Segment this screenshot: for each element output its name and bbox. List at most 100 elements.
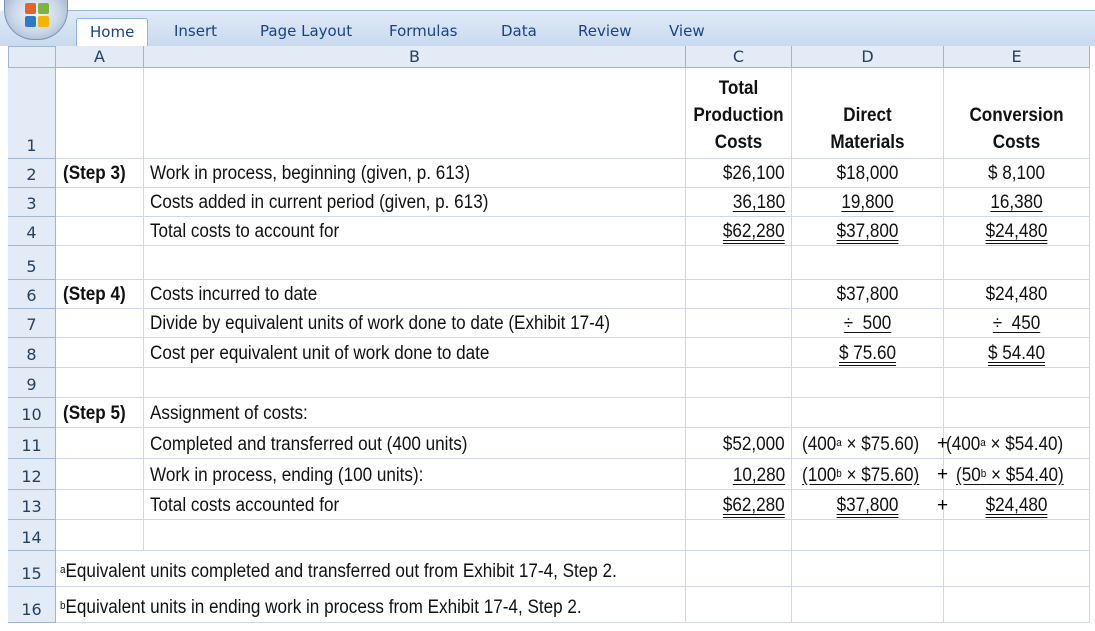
cell-b7[interactable]: Divide by equivalent units of work done … bbox=[144, 309, 686, 338]
tab-insert[interactable]: Insert bbox=[174, 22, 218, 40]
cell-c13[interactable]: $62,280 bbox=[686, 490, 792, 520]
cell-e7[interactable]: ÷ 450 bbox=[944, 309, 1090, 338]
cell-b14[interactable] bbox=[144, 520, 686, 551]
cell-e4[interactable]: $24,480 bbox=[944, 217, 1090, 246]
cell-a6[interactable]: (Step 4) bbox=[56, 280, 144, 309]
cell-b4[interactable]: Total costs to account for bbox=[144, 217, 686, 246]
cell-d5[interactable] bbox=[792, 246, 944, 280]
cell-e11[interactable]: (400a × $54.40) bbox=[944, 428, 1090, 459]
cell-e16[interactable] bbox=[944, 587, 1090, 623]
cell-e14[interactable] bbox=[944, 520, 1090, 551]
cell-a10[interactable]: (Step 5) bbox=[56, 398, 144, 428]
cell-b3[interactable]: Costs added in current period (given, p.… bbox=[144, 188, 686, 217]
row-header-12[interactable]: 12 bbox=[8, 459, 56, 490]
row-header-15[interactable]: 15 bbox=[8, 551, 56, 587]
cell-d12[interactable]: (100b × $75.60) bbox=[792, 459, 944, 490]
cell-a9[interactable] bbox=[56, 368, 144, 398]
cell-d8[interactable]: $ 75.60 bbox=[792, 338, 944, 368]
cell-c7[interactable] bbox=[686, 309, 792, 338]
cell-b8[interactable]: Cost per equivalent unit of work done to… bbox=[144, 338, 686, 368]
cell-e2[interactable]: $ 8,100 bbox=[944, 159, 1090, 188]
column-header-c[interactable]: C bbox=[686, 46, 792, 68]
cell-a4[interactable] bbox=[56, 217, 144, 246]
cell-c10[interactable] bbox=[686, 398, 792, 428]
tab-review[interactable]: Review bbox=[578, 22, 632, 40]
cell-c2[interactable]: $26,100 bbox=[686, 159, 792, 188]
cell-c6[interactable] bbox=[686, 280, 792, 309]
row-header-7[interactable]: 7 bbox=[8, 309, 56, 338]
cell-c16[interactable] bbox=[686, 587, 792, 623]
cell-b12[interactable]: Work in process, ending (100 units): bbox=[144, 459, 686, 490]
cell-b10[interactable]: Assignment of costs: bbox=[144, 398, 686, 428]
cell-e13[interactable]: $24,480 bbox=[944, 490, 1090, 520]
cell-d15[interactable] bbox=[792, 551, 944, 587]
row-header-1[interactable]: 1 bbox=[8, 68, 56, 159]
cell-d16[interactable] bbox=[792, 587, 944, 623]
cell-b5[interactable] bbox=[144, 246, 686, 280]
cell-c5[interactable] bbox=[686, 246, 792, 280]
cell-b9[interactable] bbox=[144, 368, 686, 398]
tab-page-layout[interactable]: Page Layout bbox=[260, 22, 353, 40]
cell-e10[interactable] bbox=[944, 398, 1090, 428]
row-header-16[interactable]: 16 bbox=[8, 587, 56, 623]
cell-e5[interactable] bbox=[944, 246, 1090, 280]
tab-view[interactable]: View bbox=[669, 22, 705, 40]
cell-c14[interactable] bbox=[686, 520, 792, 551]
cell-e12[interactable]: (50b × $54.40) bbox=[944, 459, 1090, 490]
cell-d6[interactable]: $37,800 bbox=[792, 280, 944, 309]
cell-d14[interactable] bbox=[792, 520, 944, 551]
cell-a5[interactable] bbox=[56, 246, 144, 280]
cell-c12[interactable]: 10,280 bbox=[686, 459, 792, 490]
row-header-11[interactable]: 11 bbox=[8, 428, 56, 459]
cell-a12[interactable] bbox=[56, 459, 144, 490]
cell-c1[interactable]: Total Production Costs bbox=[686, 68, 792, 159]
row-header-8[interactable]: 8 bbox=[8, 338, 56, 368]
cell-d7[interactable]: ÷ 500 bbox=[792, 309, 944, 338]
cell-e1[interactable]: Conversion Costs bbox=[944, 68, 1090, 159]
tab-formulas[interactable]: Formulas bbox=[389, 22, 458, 40]
tab-data[interactable]: Data bbox=[501, 22, 537, 40]
column-header-b[interactable]: B bbox=[144, 46, 686, 68]
cell-d4[interactable]: $37,800 bbox=[792, 217, 944, 246]
cell-c3[interactable]: 36,180 bbox=[686, 188, 792, 217]
cell-b6[interactable]: Costs incurred to date bbox=[144, 280, 686, 309]
select-all-corner[interactable] bbox=[8, 46, 56, 68]
cell-d1[interactable]: Direct Materials bbox=[792, 68, 944, 159]
cell-a13[interactable] bbox=[56, 490, 144, 520]
row-header-14[interactable]: 14 bbox=[8, 520, 56, 551]
cell-a15[interactable]: aEquivalent units completed and transfer… bbox=[56, 551, 686, 587]
row-header-2[interactable]: 2 bbox=[8, 159, 56, 188]
column-header-d[interactable]: D bbox=[792, 46, 944, 68]
cell-c8[interactable] bbox=[686, 338, 792, 368]
cell-d11[interactable]: (400a × $75.60) bbox=[792, 428, 944, 459]
cell-b11[interactable]: Completed and transferred out (400 units… bbox=[144, 428, 686, 459]
cell-b1[interactable] bbox=[144, 68, 686, 159]
cell-c11[interactable]: $52,000 bbox=[686, 428, 792, 459]
row-header-10[interactable]: 10 bbox=[8, 398, 56, 428]
cell-d13[interactable]: $37,800 bbox=[792, 490, 944, 520]
cell-a14[interactable] bbox=[56, 520, 144, 551]
cell-d9[interactable] bbox=[792, 368, 944, 398]
cell-e8[interactable]: $ 54.40 bbox=[944, 338, 1090, 368]
cell-b2[interactable]: Work in process, beginning (given, p. 61… bbox=[144, 159, 686, 188]
cell-c9[interactable] bbox=[686, 368, 792, 398]
cell-a7[interactable] bbox=[56, 309, 144, 338]
column-header-e[interactable]: E bbox=[944, 46, 1090, 68]
office-button[interactable] bbox=[4, 0, 68, 40]
cell-e15[interactable] bbox=[944, 551, 1090, 587]
cell-e9[interactable] bbox=[944, 368, 1090, 398]
cell-b13[interactable]: Total costs accounted for bbox=[144, 490, 686, 520]
cell-e3[interactable]: 16,380 bbox=[944, 188, 1090, 217]
row-header-5[interactable]: 5 bbox=[8, 246, 56, 280]
cell-a3[interactable] bbox=[56, 188, 144, 217]
column-header-a[interactable]: A bbox=[56, 46, 144, 68]
cell-d2[interactable]: $18,000 bbox=[792, 159, 944, 188]
tab-home[interactable]: Home bbox=[76, 18, 149, 46]
row-header-3[interactable]: 3 bbox=[8, 188, 56, 217]
cell-a1[interactable] bbox=[56, 68, 144, 159]
cell-c4[interactable]: $62,280 bbox=[686, 217, 792, 246]
cell-c15[interactable] bbox=[686, 551, 792, 587]
cell-a16[interactable]: bEquivalent units in ending work in proc… bbox=[56, 587, 686, 623]
cell-a2[interactable]: (Step 3) bbox=[56, 159, 144, 188]
cell-d10[interactable] bbox=[792, 398, 944, 428]
